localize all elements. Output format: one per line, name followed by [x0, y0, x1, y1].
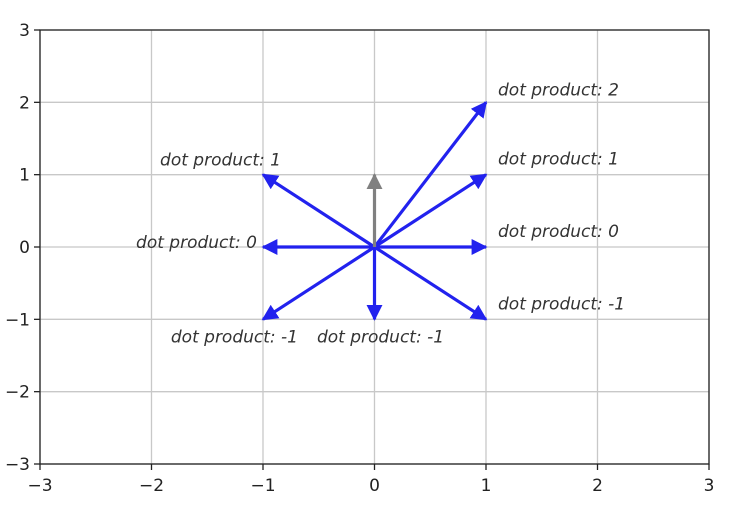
x-tick-label: 1 — [481, 476, 492, 496]
dot-product-label: dot product: -1 — [317, 327, 444, 347]
x-tick-label: −3 — [27, 476, 52, 496]
y-tick-label: 3 — [19, 21, 30, 41]
y-tick-label: 2 — [19, 93, 30, 113]
dot-product-label: dot product: -1 — [498, 294, 625, 314]
annotations: dot product: 2 dot product: 1 dot product:… — [136, 80, 625, 347]
vector-arrow — [261, 245, 376, 321]
vector-arrow — [261, 173, 376, 249]
x-tick-label: 2 — [592, 476, 603, 496]
dot-product-label: dot product: 0 — [498, 222, 619, 242]
dot-product-label: dot product: -1 — [171, 327, 298, 347]
dot-product-label: dot product: 1 — [160, 151, 281, 171]
dot-product-label: dot product: 0 — [136, 233, 257, 253]
x-tick-label: −2 — [139, 476, 164, 496]
x-tick-label: 3 — [704, 476, 715, 496]
y-tick-label: −1 — [5, 310, 30, 330]
vector-arrow — [373, 101, 488, 248]
y-tick-label: 1 — [19, 166, 30, 186]
vector-arrow — [373, 245, 488, 321]
x-tick-label: −1 — [250, 476, 275, 496]
dot-product-label: dot product: 2 — [498, 80, 619, 100]
dot-product-label: dot product: 1 — [498, 150, 619, 170]
vector-arrow — [373, 173, 488, 249]
y-tick-label: −3 — [5, 455, 30, 475]
axis-ticks: −3 −2 −1 0 1 2 3 −3 −2 −1 0 1 2 3 — [5, 21, 714, 496]
y-tick-label: 0 — [19, 238, 30, 258]
y-tick-label: −2 — [5, 383, 30, 403]
vectors — [261, 101, 488, 321]
x-tick-label: 0 — [369, 476, 380, 496]
